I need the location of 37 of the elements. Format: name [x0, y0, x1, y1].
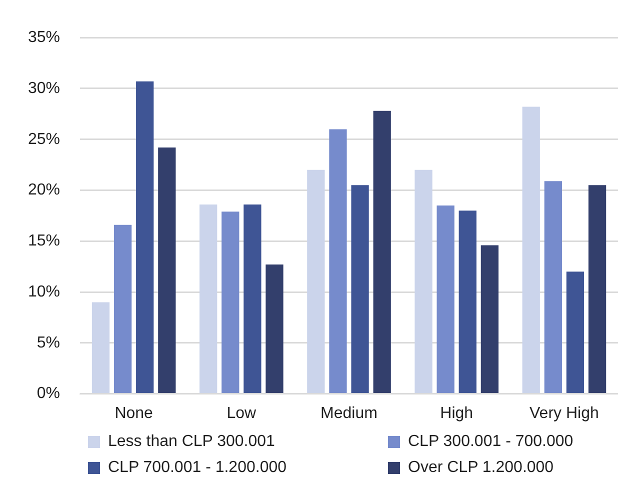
- bar: [307, 170, 325, 394]
- x-tick-label: Very High: [530, 404, 599, 422]
- bar: [114, 224, 132, 394]
- y-tick-label: 35%: [28, 29, 60, 46]
- bar: [414, 170, 432, 394]
- bar: [329, 129, 347, 394]
- bar: [92, 302, 110, 394]
- bar: [566, 272, 584, 394]
- x-tick-label: High: [440, 404, 474, 422]
- bar: [480, 245, 499, 394]
- x-tick-label: None: [114, 404, 154, 422]
- bar: [244, 204, 262, 394]
- x-tick-label: Low: [226, 404, 257, 422]
- y-tick-label: 25%: [28, 130, 60, 148]
- bar: [544, 181, 562, 394]
- y-tick-label: 0%: [36, 385, 60, 402]
- legend-label: Less than CLP 300.001: [108, 433, 275, 451]
- bar: [522, 106, 540, 394]
- legend-label: Over CLP 1.200.000: [408, 459, 554, 477]
- bar: [136, 81, 154, 394]
- y-tick-label: 30%: [28, 80, 60, 97]
- bar: [266, 264, 284, 394]
- y-tick-label: 15%: [28, 232, 60, 250]
- bar: [222, 212, 240, 394]
- bar: [458, 210, 476, 394]
- bar: [373, 110, 391, 394]
- legend-label: CLP 300.001 - 700.000: [408, 433, 574, 451]
- x-tick-label: Medium: [320, 404, 378, 422]
- y-tick-label: 20%: [28, 182, 60, 199]
- bar: [158, 148, 176, 394]
- y-tick-label: 5%: [36, 334, 60, 352]
- bar: [436, 206, 454, 394]
- y-tick-label: 10%: [28, 283, 60, 300]
- legend-label: CLP 700.001 - 1.200.000: [108, 459, 287, 477]
- bar: [351, 185, 369, 394]
- bar: [200, 204, 218, 394]
- bar: [588, 185, 606, 394]
